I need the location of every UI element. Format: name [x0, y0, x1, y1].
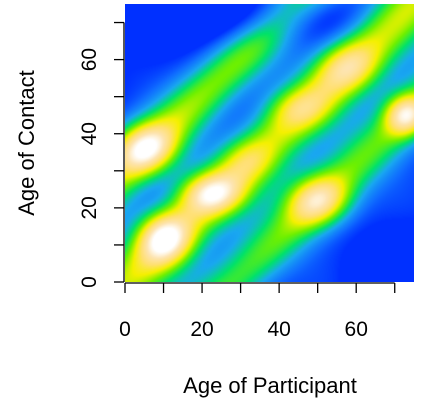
x-axis: 0 20 40 60: [119, 282, 396, 341]
x-axis-label: Age of Participant: [183, 373, 357, 398]
y-tick-label-60: 60: [78, 48, 101, 71]
x-tick-label-40: 40: [267, 318, 290, 341]
x-tick-label-60: 60: [345, 318, 368, 341]
x-tick-label-20: 20: [190, 318, 213, 341]
y-axis: 0 20 40 60: [78, 21, 125, 288]
heatmap-raster: [125, 4, 414, 282]
x-tick-label-0: 0: [119, 318, 131, 341]
heatmap-plot-area: [125, 4, 414, 282]
y-tick-label-40: 40: [78, 122, 101, 145]
y-axis-label: Age of Contact: [14, 70, 39, 216]
y-tick-label-20: 20: [78, 196, 101, 219]
y-tick-label-0: 0: [78, 276, 101, 288]
